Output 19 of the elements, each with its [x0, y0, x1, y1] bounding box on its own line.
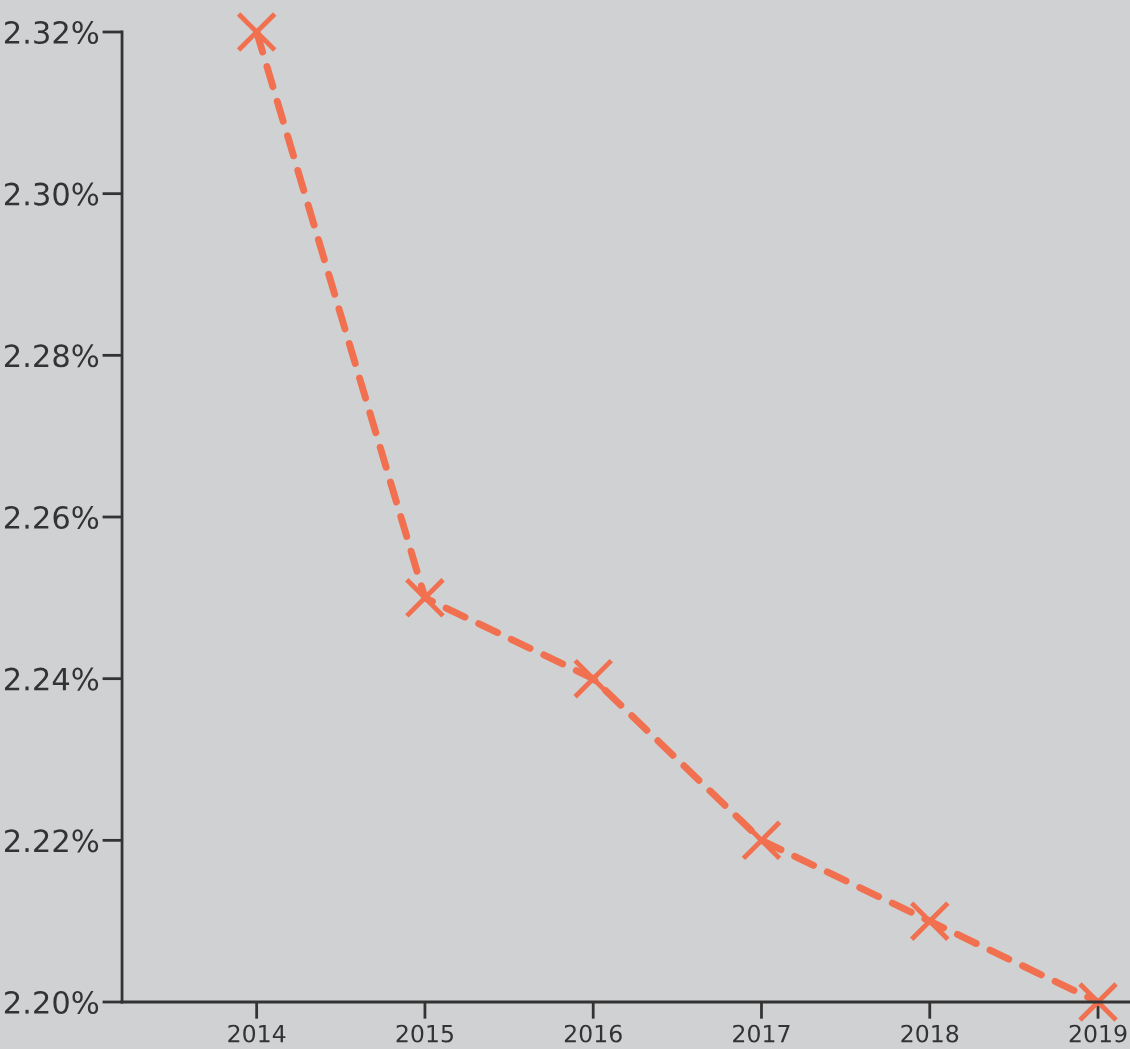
point — [1077, 981, 1119, 1023]
point — [909, 900, 951, 942]
x-tick-label: 2015 — [396, 1024, 453, 1043]
point — [404, 577, 446, 619]
y-tick-label: 2.30% — [4, 182, 99, 206]
y-tick-label: 2.20% — [4, 990, 99, 1015]
y-tick-label: 2.26% — [4, 505, 99, 530]
y-tick-label: 2.22% — [4, 829, 99, 853]
y-tick-label: 2.24% — [4, 667, 99, 691]
point — [740, 819, 782, 861]
x-tick-label: 2019 — [1069, 1024, 1127, 1043]
y-tick-label: 2.32% — [4, 20, 99, 45]
point — [236, 11, 278, 53]
x-tick-label: 2017 — [733, 1024, 790, 1043]
x-tick-label: 2018 — [901, 1024, 959, 1043]
point — [572, 658, 614, 700]
y-tick-label: 2.28% — [4, 344, 99, 368]
x-tick-label: 2014 — [228, 1024, 286, 1043]
x-tick-label: 2016 — [564, 1024, 622, 1043]
